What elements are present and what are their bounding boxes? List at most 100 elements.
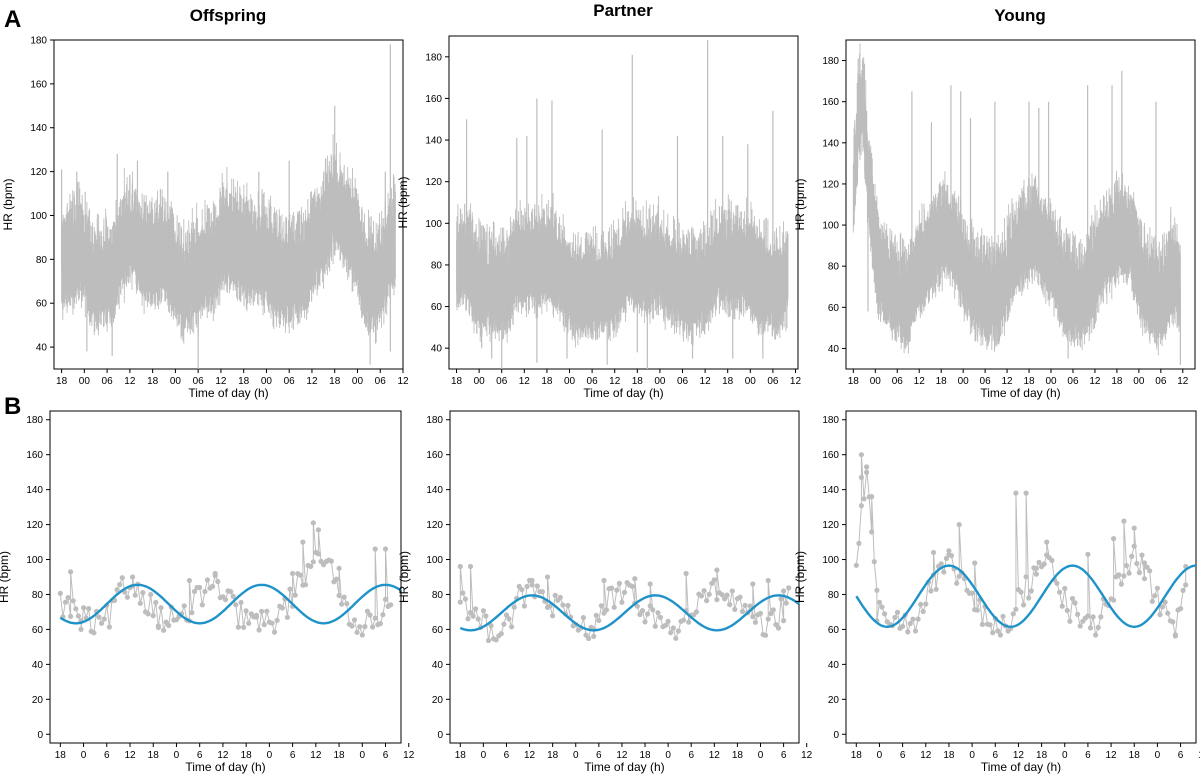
hourly-point [1147, 568, 1153, 574]
x-tick-label: 00 [958, 376, 970, 387]
hourly-point [359, 632, 365, 638]
hourly-point [856, 540, 862, 547]
hourly-point [308, 563, 314, 570]
x-tick-label: 12 [609, 376, 621, 387]
hourly-point [1023, 490, 1029, 496]
y-tick-label: 180 [822, 415, 839, 426]
y-tick-label: 140 [30, 123, 47, 134]
hourly-point [737, 594, 743, 600]
hourly-point [858, 503, 865, 509]
x-tick-label: 12 [1013, 750, 1025, 761]
hourly-point [858, 474, 865, 480]
y-tick-label: 140 [822, 485, 839, 496]
column-title-partner: Partner [593, 1, 653, 20]
y-tick-label: 180 [30, 36, 47, 47]
hourly-point [310, 520, 316, 526]
hourly-point [943, 555, 950, 562]
x-tick-label: 6 [383, 750, 389, 761]
hourly-point [1154, 585, 1160, 591]
hourly-point [467, 563, 474, 570]
hourly-point [557, 594, 563, 601]
hourly-point [704, 598, 710, 604]
hourly-point [457, 599, 463, 605]
hourly-point [997, 632, 1004, 638]
y-axis-title: HR (bpm) [1, 178, 15, 230]
cosinor-fit-line [459, 594, 800, 632]
hourly-point [1077, 623, 1083, 629]
hourly-point [279, 605, 285, 611]
hourly-point [920, 608, 926, 615]
hourly-point [529, 577, 535, 584]
hourly-point [1033, 571, 1039, 577]
hourly-point [701, 588, 707, 594]
hourly-point [647, 581, 653, 587]
panel-label-b: B [4, 393, 21, 420]
x-tick-label: 00 [564, 376, 576, 387]
x-tick-label: 12 [310, 750, 322, 761]
plot-frame [49, 410, 402, 744]
hourly-point [905, 629, 911, 635]
x-tick-label: 12 [524, 750, 536, 761]
hourly-point [68, 613, 74, 620]
hourly-point [470, 613, 476, 619]
x-tick-label: 18 [147, 376, 159, 387]
hourly-point [1180, 587, 1186, 594]
x-tick-label: 06 [1155, 376, 1167, 387]
hourly-point [78, 626, 84, 633]
plot-frame [845, 410, 1197, 744]
x-tick-label: 6 [504, 750, 510, 761]
hourly-point [1121, 573, 1127, 579]
hourly-point [372, 546, 378, 552]
hourly-point [614, 587, 620, 593]
hourly-point [534, 583, 540, 589]
hourly-point [864, 464, 870, 470]
hourly-point [503, 612, 510, 618]
hourly-point [269, 620, 275, 626]
x-tick-label: 6 [1178, 750, 1184, 761]
x-tick-label: 12 [1198, 750, 1200, 761]
x-tick-label: 06 [375, 376, 387, 387]
y-tick-label: 60 [36, 299, 48, 310]
hourly-point [485, 637, 492, 644]
hourly-point [357, 624, 363, 630]
hourly-point [457, 563, 463, 570]
plot-frame [53, 39, 404, 370]
hourly-point [1136, 570, 1142, 576]
hourly-point [1170, 619, 1176, 625]
x-tick-label: 18 [1036, 750, 1048, 761]
x-tick-label: 12 [1106, 750, 1118, 761]
x-tick-label: 0 [1062, 750, 1068, 761]
x-tick-label: 12 [217, 750, 229, 761]
hourly-point [101, 616, 107, 622]
hourly-point [663, 622, 669, 628]
hourly-point [259, 608, 265, 614]
hourly-point [215, 578, 221, 585]
x-tick-label: 00 [474, 376, 486, 387]
hourly-point [593, 612, 599, 619]
x-tick-label: 18 [547, 750, 559, 761]
hourly-point [460, 590, 466, 596]
hourly-point [645, 611, 651, 617]
y-axis-title: HR (bpm) [396, 176, 410, 228]
hourly-point [475, 616, 481, 622]
hourly-point [300, 539, 306, 545]
hourly-point [675, 628, 682, 634]
hourly-point [1000, 613, 1006, 619]
hourly-point [706, 591, 712, 597]
hourly-point [1067, 618, 1073, 624]
x-tick-label: 00 [79, 376, 91, 387]
hourly-point [166, 622, 172, 629]
hourly-point [770, 607, 776, 613]
x-axis-title: Time of day (h) [185, 760, 265, 774]
y-tick-label: 80 [431, 260, 443, 271]
x-tick-label: 12 [124, 376, 136, 387]
hourly-point [524, 583, 530, 590]
x-axis-title: Time of day (h) [584, 760, 664, 774]
y-tick-label: 180 [822, 56, 839, 67]
y-tick-label: 100 [426, 555, 443, 566]
hourly-point [941, 569, 947, 575]
hourly-point [933, 586, 939, 592]
x-tick-label: 12 [397, 376, 409, 387]
